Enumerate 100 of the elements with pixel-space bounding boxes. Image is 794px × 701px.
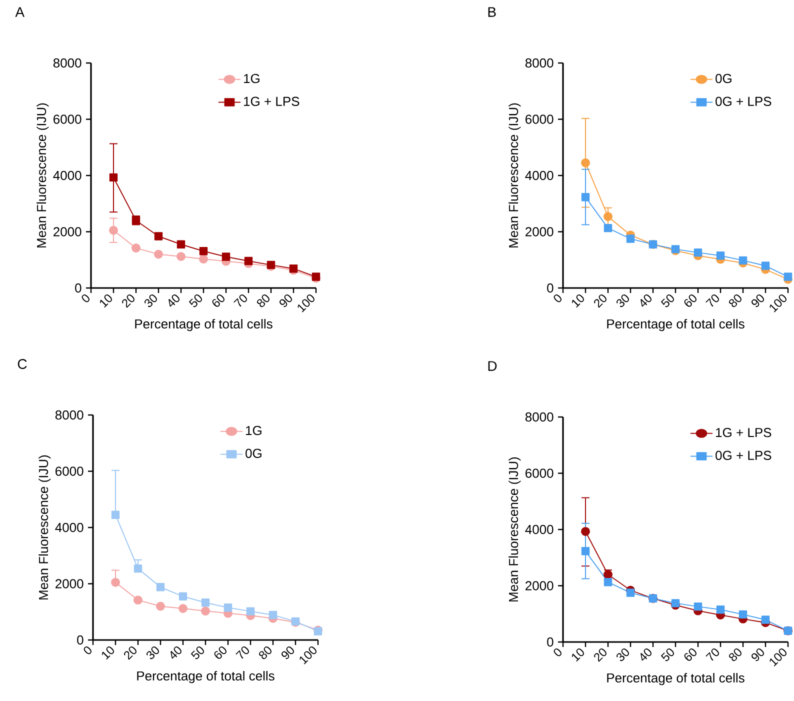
x-tick-label: 10: [572, 294, 584, 308]
x-tick-label: 90: [280, 294, 292, 308]
x-tick-label: 0: [84, 646, 92, 654]
point: [111, 510, 120, 519]
point: [738, 610, 748, 619]
x-tick-label: 40: [640, 648, 652, 661]
x-tick-label: 0: [554, 294, 562, 302]
point: [604, 212, 613, 222]
legend-label: 0G + LPS: [716, 96, 772, 106]
x-tick-label: 30: [616, 294, 629, 308]
x-tick-label: 100: [300, 646, 316, 664]
x-tick-label: 90: [752, 294, 764, 308]
x-tick-label: 60: [212, 294, 224, 307]
y-axis-title: Mean Fluorescence (IJU): [38, 455, 51, 600]
y-tick-label: 2000: [56, 579, 84, 588]
y-tick-label: 6000: [56, 466, 84, 476]
chart-title: B: [488, 7, 496, 17]
x-axis-title: Percentage of total cells: [137, 670, 274, 684]
legend-label: 0G: [716, 74, 732, 84]
point: [201, 598, 210, 607]
point: [176, 252, 186, 261]
x-tick-label: 30: [616, 648, 629, 662]
point: [784, 272, 792, 281]
point: [694, 248, 702, 257]
point: [244, 256, 253, 266]
x-tick-label: 20: [594, 648, 606, 662]
x-axis-title: Percentage of total cells: [607, 672, 744, 686]
y-tick-label: 6000: [526, 468, 554, 478]
point: [178, 604, 188, 613]
x-tick-label: 90: [752, 648, 764, 662]
y-tick-label: 4000: [525, 170, 554, 180]
y-tick-label: 0: [77, 635, 84, 645]
y-tick-label: 0: [75, 283, 82, 293]
point: [761, 616, 770, 624]
x-tick-label: 60: [214, 646, 226, 659]
x-tick-label: 80: [729, 294, 742, 308]
legend-label: 0G + LPS: [716, 450, 772, 460]
point: [671, 599, 680, 608]
point: [716, 252, 725, 260]
x-tick-label: 40: [170, 646, 182, 659]
point: [176, 240, 186, 249]
x-tick-label: 50: [660, 648, 674, 662]
point: [716, 606, 725, 614]
y-tick-label: 0: [547, 283, 554, 293]
x-tick-label: 50: [660, 294, 674, 308]
legend-label: 1G: [244, 74, 260, 84]
x-tick-label: 20: [122, 294, 134, 308]
point: [581, 193, 590, 202]
y-tick-label: 4000: [53, 170, 82, 180]
point: [199, 247, 208, 256]
x-tick-label: 50: [188, 294, 202, 308]
y-tick-label: 8000: [53, 58, 82, 68]
x-tick-label: 20: [594, 294, 606, 308]
point: [581, 547, 590, 556]
point: [109, 226, 118, 235]
y-axis-title: Mean Fluorescence (IJU): [508, 103, 521, 248]
x-tick-label: 100: [770, 648, 786, 666]
point: [626, 234, 635, 243]
chart-title: A: [15, 7, 25, 17]
x-tick-label: 70: [236, 646, 249, 659]
point: [199, 254, 208, 264]
y-tick-label: 2000: [54, 227, 82, 236]
point: [694, 602, 702, 611]
x-tick-label: 10: [572, 648, 584, 662]
y-tick-label: 8000: [525, 58, 554, 68]
x-tick-label: 70: [706, 294, 719, 307]
point: [738, 256, 748, 265]
x-tick-label: 80: [259, 646, 272, 660]
legend-label: 1G + LPS: [244, 96, 300, 106]
point: [111, 578, 120, 587]
point: [626, 588, 635, 597]
chart-title: C: [18, 359, 27, 369]
y-tick-label: 4000: [55, 522, 84, 532]
point: [604, 578, 612, 586]
y-tick-label: 2000: [526, 581, 554, 590]
x-axis-title: Percentage of total cells: [607, 318, 744, 332]
x-tick-label: 70: [706, 648, 719, 661]
x-tick-label: 10: [102, 646, 114, 660]
x-tick-label: 60: [684, 648, 696, 661]
x-tick-label: 100: [298, 294, 314, 312]
point: [156, 602, 165, 611]
x-tick-label: 20: [124, 646, 136, 660]
y-tick-label: 4000: [525, 524, 554, 534]
point: [224, 604, 232, 612]
legend-label: 1G + LPS: [716, 428, 772, 438]
x-tick-label: 50: [190, 646, 204, 660]
x-tick-label: 60: [684, 294, 696, 307]
x-tick-label: 40: [640, 294, 652, 307]
y-axis-title: Mean Fluorescence (IJU): [508, 457, 521, 602]
point: [156, 583, 165, 592]
point: [268, 610, 278, 620]
point: [581, 526, 590, 536]
y-tick-label: 2000: [526, 227, 554, 236]
y-tick-label: 8000: [55, 410, 84, 420]
point: [201, 606, 210, 616]
x-tick-label: 80: [257, 294, 270, 308]
x-tick-label: 30: [146, 646, 159, 660]
x-tick-label: 40: [168, 294, 180, 307]
point: [178, 592, 188, 601]
x-tick-label: 80: [729, 648, 742, 662]
